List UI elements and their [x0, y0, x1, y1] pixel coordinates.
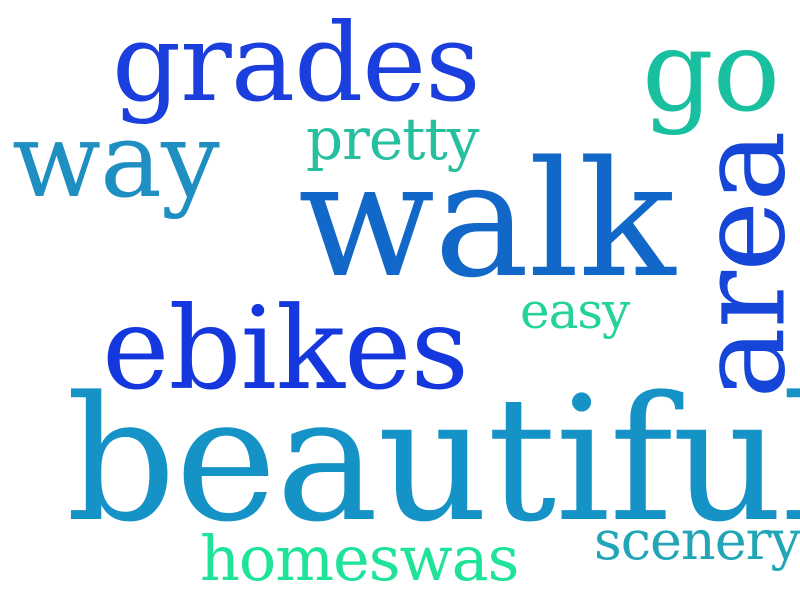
word-homeswas: homeswas [200, 522, 519, 595]
word-go: go [642, 7, 780, 137]
word-ebikes: ebikes [102, 282, 469, 415]
word-way: way [12, 99, 220, 221]
word-pretty: pretty [306, 105, 480, 173]
word-easy: easy [520, 282, 630, 340]
word-walk: walk [298, 126, 675, 313]
word-beautiful: beautiful [66, 359, 800, 560]
word-grades: grades [112, 1, 481, 126]
word-scenery: scenery [594, 509, 800, 572]
